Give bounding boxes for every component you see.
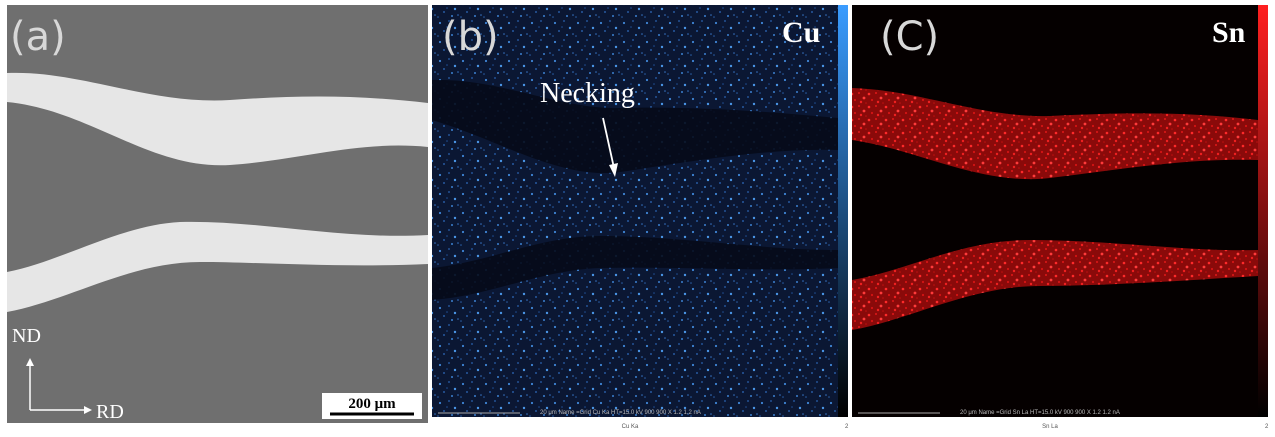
orientation-label: RD [96,401,124,423]
channel-label: Sn La [1042,424,1058,430]
panel-c: 20 μm Name =Grid Sn La HT=15.0 kV 900 90… [852,5,1269,437]
element-label: Sn [1212,16,1246,49]
colorbar [838,5,848,417]
element-label: Cu [782,16,820,49]
panel-b: 20 μm Name =Grid Cu Ka HT=15.0 kV 900 90… [432,5,849,437]
footer-strip [432,417,848,437]
colorbar-max: 2 [845,424,849,430]
footer-text: 20 μm Name =Grid Cu Ka HT=15.0 kV 900 90… [540,410,701,416]
cu-map [432,5,838,417]
scale-bar-label: 200 μm [348,396,396,412]
channel-label: Cu Ka [622,424,639,430]
orientation-label: ND [12,325,41,347]
panel-label: (C) [880,14,939,60]
panel-a: (a) ND RD 200 μm [7,5,428,423]
figure: (a) ND RD 200 μm 20 μm Name =Grid Cu Ka … [0,0,1275,437]
panel-label: (b) [442,14,499,60]
footer-strip [852,417,1268,437]
colorbar [1258,5,1268,417]
panel-label: (a) [10,14,66,60]
footer-text: 20 μm Name =Grid Sn La HT=15.0 kV 900 90… [960,410,1120,416]
annotation: Necking [540,78,635,109]
sn-map [852,5,1258,417]
colorbar-max: 2 [1265,424,1269,430]
sem-background [7,5,428,423]
